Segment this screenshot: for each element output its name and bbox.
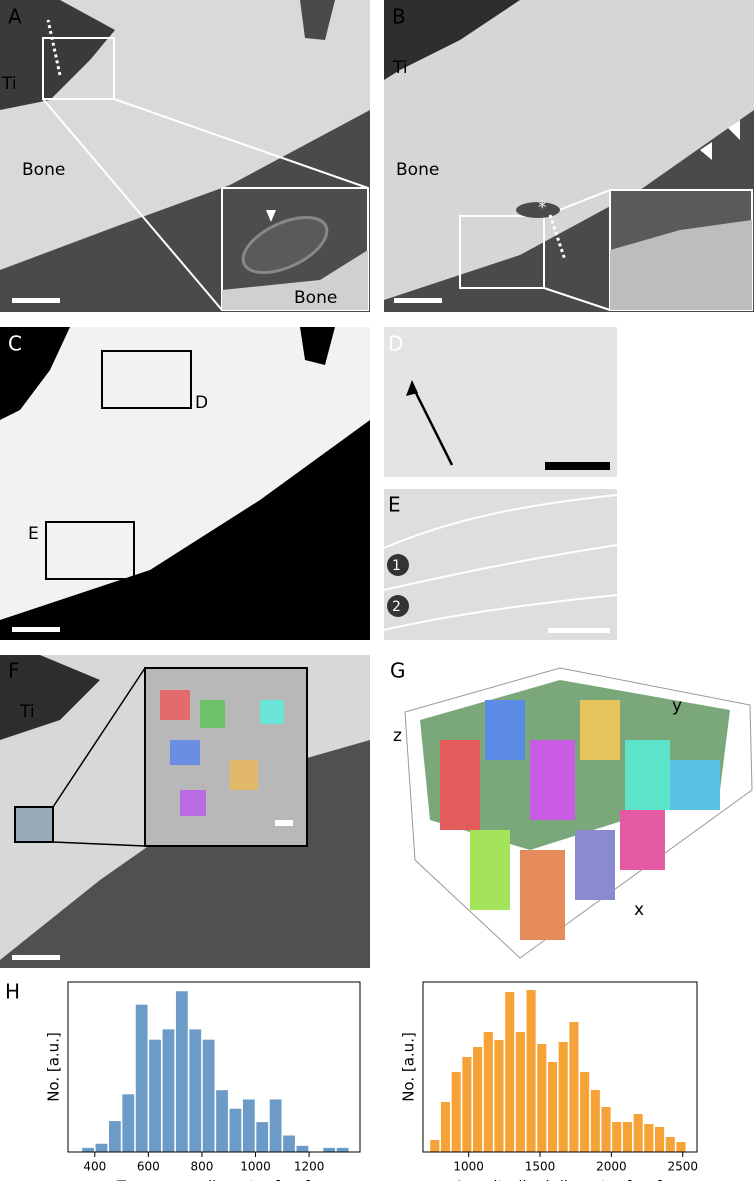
bar bbox=[440, 1102, 451, 1152]
annotation: 1 bbox=[392, 558, 401, 574]
panel-e-image bbox=[383, 489, 618, 640]
annotation: Bone bbox=[396, 160, 439, 180]
panel-label: A bbox=[8, 5, 22, 29]
x-tick-label: 2000 bbox=[596, 1160, 627, 1174]
bar bbox=[202, 1039, 215, 1152]
panel-label: C bbox=[8, 332, 22, 356]
bar bbox=[537, 1044, 547, 1152]
bar bbox=[149, 1039, 161, 1152]
bar bbox=[590, 1090, 600, 1152]
annotation: E bbox=[28, 524, 39, 544]
x-tick-label: 1000 bbox=[240, 1160, 271, 1174]
annotation: 2 bbox=[392, 599, 401, 615]
bar bbox=[612, 1122, 622, 1152]
bar bbox=[483, 1032, 493, 1152]
annotation: x bbox=[634, 900, 644, 920]
bar bbox=[95, 1143, 108, 1152]
x-tick-label: 1200 bbox=[294, 1160, 325, 1174]
bar bbox=[269, 1099, 282, 1152]
bar bbox=[515, 1032, 525, 1152]
bar bbox=[135, 1004, 148, 1152]
bar bbox=[336, 1147, 349, 1152]
annotation: Ti bbox=[392, 58, 408, 78]
bar bbox=[175, 991, 188, 1152]
panel-label: E bbox=[388, 493, 401, 517]
bar bbox=[256, 1122, 269, 1152]
bar bbox=[296, 1145, 309, 1152]
annotation: * bbox=[538, 198, 547, 218]
bar bbox=[162, 1029, 175, 1152]
bar bbox=[622, 1122, 632, 1152]
panel-label: B bbox=[392, 5, 406, 29]
bar bbox=[108, 1121, 121, 1152]
bar bbox=[462, 1057, 472, 1152]
x-tick-label: 1500 bbox=[525, 1160, 556, 1174]
annotation: Bone bbox=[22, 160, 65, 180]
panel-label: F bbox=[8, 659, 20, 683]
bar bbox=[283, 1135, 295, 1152]
x-axis-label: Transverse diameter [nm] bbox=[116, 1178, 311, 1181]
bar bbox=[644, 1124, 654, 1152]
x-tick-label: 400 bbox=[83, 1160, 106, 1174]
bar bbox=[676, 1142, 686, 1152]
bar bbox=[558, 1042, 568, 1152]
panel-d-image bbox=[384, 327, 617, 477]
panel-b-image bbox=[384, 0, 754, 312]
bar bbox=[526, 990, 536, 1152]
bar bbox=[473, 1047, 483, 1152]
panel-c-image bbox=[0, 327, 370, 640]
bar bbox=[451, 1072, 461, 1152]
bar bbox=[323, 1147, 336, 1152]
plot-frame bbox=[422, 981, 698, 1153]
x-tick-label: 1000 bbox=[453, 1160, 484, 1174]
y-axis-label: No. [a.u.] bbox=[400, 1032, 418, 1102]
bar bbox=[229, 1108, 242, 1152]
panel-label: G bbox=[390, 659, 406, 683]
x-tick-label: 600 bbox=[137, 1160, 160, 1174]
bar bbox=[430, 1140, 440, 1152]
panel-g-image bbox=[404, 667, 753, 959]
x-tick-label: 2500 bbox=[667, 1160, 698, 1174]
bar bbox=[547, 1062, 558, 1152]
bar bbox=[654, 1127, 665, 1152]
annotation: Ti bbox=[19, 702, 35, 722]
bar bbox=[505, 992, 515, 1152]
bar bbox=[494, 1040, 504, 1152]
plot-frame bbox=[67, 981, 361, 1153]
x-axis-label: Longitudinal diameter [nm] bbox=[457, 1178, 663, 1181]
panel-label: D bbox=[388, 332, 403, 356]
bar bbox=[189, 1029, 202, 1152]
y-axis-label: No. [a.u.] bbox=[45, 1032, 63, 1102]
bar bbox=[569, 1022, 579, 1152]
bar bbox=[242, 1099, 255, 1152]
panel-a-image bbox=[0, 0, 370, 312]
panel-label: H bbox=[5, 980, 20, 1004]
panel-f-image bbox=[0, 655, 370, 968]
bar bbox=[633, 1114, 643, 1152]
bar bbox=[82, 1147, 94, 1152]
x-tick-label: 800 bbox=[190, 1160, 213, 1174]
annotation: y bbox=[672, 696, 682, 716]
annotation: z bbox=[393, 726, 402, 746]
bar bbox=[665, 1137, 675, 1152]
annotation: Bone bbox=[294, 288, 337, 308]
bar bbox=[122, 1094, 135, 1152]
bar bbox=[580, 1072, 590, 1152]
annotation: Ti bbox=[1, 74, 17, 94]
bar bbox=[601, 1107, 611, 1152]
annotation: D bbox=[195, 393, 208, 413]
bar bbox=[216, 1090, 228, 1152]
